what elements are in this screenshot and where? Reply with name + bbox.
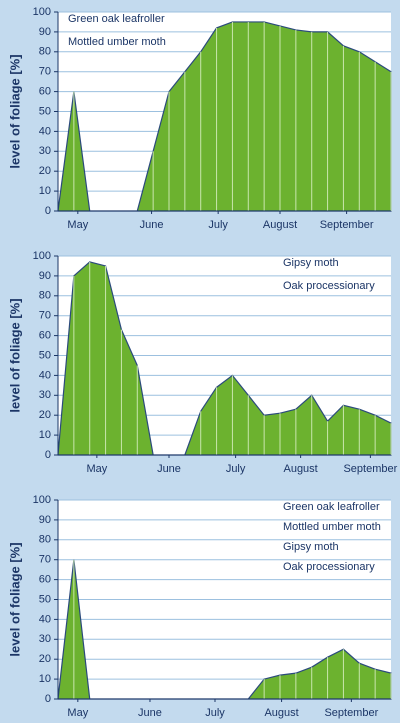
legend-entry: Oak processionary [283, 280, 375, 292]
y-tick-label: 40 [39, 369, 51, 381]
x-tick-label: June [140, 219, 164, 231]
y-tick-label: 20 [39, 653, 51, 665]
y-tick-label: 40 [39, 125, 51, 137]
x-tick-label: August [263, 219, 297, 231]
y-tick-label: 20 [39, 409, 51, 421]
y-tick-label: 50 [39, 349, 51, 361]
y-tick-label: 20 [39, 165, 51, 177]
y-tick-label: 10 [39, 185, 51, 197]
y-tick-label: 0 [45, 693, 51, 705]
legend-entry: Oak processionary [283, 561, 375, 573]
x-tick-label: July [208, 219, 228, 231]
x-tick-label: July [226, 463, 246, 475]
legend-entry: Gipsy moth [283, 257, 339, 269]
y-tick-label: 100 [33, 250, 51, 262]
y-tick-label: 30 [39, 145, 51, 157]
y-tick-label: 30 [39, 389, 51, 401]
x-tick-label: May [67, 219, 88, 231]
y-axis-label: level of foliage [%] [7, 542, 22, 656]
y-tick-label: 0 [45, 449, 51, 461]
y-tick-label: 10 [39, 429, 51, 441]
x-tick-label: September [324, 707, 378, 719]
x-tick-label: June [138, 707, 162, 719]
legend-entry: Mottled umber moth [283, 521, 381, 533]
legend-entry: Green oak leafroller [68, 13, 165, 25]
y-tick-label: 60 [39, 574, 51, 586]
x-tick-label: August [283, 463, 317, 475]
x-tick-label: August [264, 707, 298, 719]
y-axis-label: level of foliage [%] [7, 298, 22, 412]
y-tick-label: 50 [39, 593, 51, 605]
y-tick-label: 90 [39, 514, 51, 526]
y-tick-label: 70 [39, 66, 51, 78]
y-tick-label: 80 [39, 46, 51, 58]
y-tick-label: 50 [39, 105, 51, 117]
x-tick-label: May [86, 463, 107, 475]
x-tick-label: July [205, 707, 225, 719]
y-tick-label: 60 [39, 86, 51, 98]
y-tick-label: 70 [39, 554, 51, 566]
y-tick-label: 100 [33, 494, 51, 506]
x-tick-label: May [67, 707, 88, 719]
y-tick-label: 90 [39, 26, 51, 38]
y-tick-label: 70 [39, 310, 51, 322]
y-tick-label: 10 [39, 673, 51, 685]
x-tick-label: June [157, 463, 181, 475]
y-tick-label: 100 [33, 6, 51, 18]
y-axis-label: level of foliage [%] [7, 54, 22, 168]
y-tick-label: 80 [39, 290, 51, 302]
legend-entry: Green oak leafroller [283, 501, 380, 513]
y-tick-label: 0 [45, 205, 51, 217]
x-tick-label: September [320, 219, 374, 231]
y-tick-label: 30 [39, 633, 51, 645]
y-tick-label: 60 [39, 330, 51, 342]
legend-entry: Gipsy moth [283, 541, 339, 553]
y-tick-label: 80 [39, 534, 51, 546]
y-tick-label: 40 [39, 613, 51, 625]
y-tick-label: 90 [39, 270, 51, 282]
x-tick-label: September [343, 463, 397, 475]
area [57, 261, 392, 456]
legend-entry: Mottled umber moth [68, 36, 166, 48]
